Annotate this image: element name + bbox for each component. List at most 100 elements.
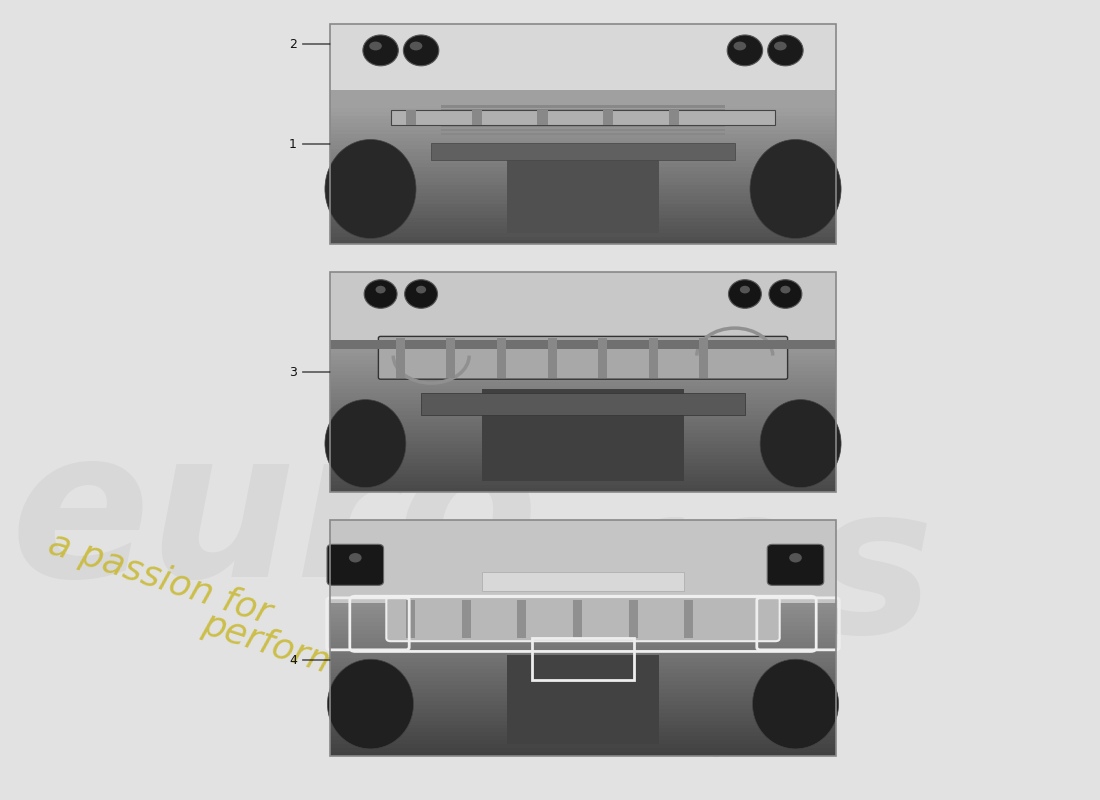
Bar xyxy=(330,193,836,196)
Ellipse shape xyxy=(409,42,422,50)
Bar xyxy=(330,200,836,204)
Bar xyxy=(330,606,836,610)
Bar xyxy=(538,110,548,126)
Bar xyxy=(330,713,836,717)
Bar xyxy=(330,79,836,82)
Bar xyxy=(330,670,836,674)
Bar xyxy=(330,598,836,602)
Bar xyxy=(330,298,836,302)
Text: 2: 2 xyxy=(289,38,297,50)
Bar xyxy=(628,600,638,638)
Ellipse shape xyxy=(728,280,761,308)
Bar xyxy=(507,654,659,744)
Bar xyxy=(330,101,836,105)
Bar xyxy=(330,626,836,630)
Bar xyxy=(330,638,836,642)
Bar xyxy=(330,697,836,701)
Bar xyxy=(330,86,836,90)
Text: a passion for: a passion for xyxy=(44,526,276,631)
Bar xyxy=(330,163,836,167)
Bar xyxy=(406,110,416,126)
Bar xyxy=(330,204,836,207)
Bar xyxy=(573,600,582,638)
Bar xyxy=(330,404,836,408)
Bar xyxy=(330,64,836,68)
Bar xyxy=(330,35,836,38)
Bar xyxy=(330,112,836,116)
Bar xyxy=(330,693,836,697)
Bar xyxy=(330,485,836,488)
Bar xyxy=(330,237,836,240)
Bar xyxy=(330,386,836,390)
Bar xyxy=(330,744,836,748)
Bar xyxy=(330,685,836,689)
Bar xyxy=(330,142,836,145)
Bar xyxy=(472,110,482,126)
Bar xyxy=(330,294,836,298)
Bar xyxy=(330,105,836,108)
Bar xyxy=(330,353,836,356)
Bar xyxy=(330,674,836,678)
Bar xyxy=(330,705,836,709)
Bar xyxy=(330,152,836,156)
Bar xyxy=(330,349,836,353)
Bar xyxy=(330,678,836,682)
Bar xyxy=(330,130,836,134)
Bar xyxy=(330,733,836,736)
Bar xyxy=(330,462,836,466)
Bar xyxy=(532,638,634,681)
Bar xyxy=(330,138,836,142)
Ellipse shape xyxy=(405,280,438,308)
Ellipse shape xyxy=(328,659,414,749)
Bar xyxy=(330,272,836,342)
Text: 1: 1 xyxy=(289,138,297,150)
Bar xyxy=(330,650,836,654)
Bar xyxy=(507,145,659,233)
Ellipse shape xyxy=(324,400,406,488)
Bar xyxy=(330,320,836,323)
FancyBboxPatch shape xyxy=(768,544,824,586)
Bar xyxy=(684,600,693,638)
Bar xyxy=(330,752,836,756)
Ellipse shape xyxy=(416,286,426,294)
Ellipse shape xyxy=(780,286,791,294)
Bar xyxy=(330,68,836,72)
Bar xyxy=(431,142,735,160)
Bar xyxy=(330,444,836,448)
Bar xyxy=(330,397,836,400)
Bar xyxy=(330,167,836,170)
Bar xyxy=(603,110,614,126)
Bar xyxy=(330,126,836,130)
Ellipse shape xyxy=(404,35,439,66)
Bar xyxy=(330,426,836,430)
Bar xyxy=(330,634,836,638)
Bar xyxy=(330,408,836,411)
Bar xyxy=(330,145,836,149)
Bar xyxy=(330,630,836,634)
Bar xyxy=(330,452,836,455)
Ellipse shape xyxy=(750,139,842,238)
Bar xyxy=(330,94,836,98)
Bar xyxy=(330,57,836,61)
Bar xyxy=(330,283,836,286)
Ellipse shape xyxy=(760,400,842,488)
Bar xyxy=(330,290,836,294)
Ellipse shape xyxy=(364,280,397,308)
Bar xyxy=(330,374,836,378)
Bar xyxy=(330,571,836,575)
Bar xyxy=(330,540,836,544)
Bar xyxy=(330,305,836,309)
Text: performance: performance xyxy=(198,607,429,711)
Bar xyxy=(330,748,836,752)
Bar xyxy=(330,532,836,536)
Bar xyxy=(330,415,836,418)
Bar xyxy=(441,118,725,119)
Bar xyxy=(330,682,836,685)
Bar xyxy=(330,28,836,31)
Bar xyxy=(330,555,836,559)
Bar xyxy=(330,123,836,126)
Bar xyxy=(330,82,836,86)
Bar xyxy=(330,196,836,200)
Bar xyxy=(330,422,836,426)
Bar xyxy=(330,547,836,551)
